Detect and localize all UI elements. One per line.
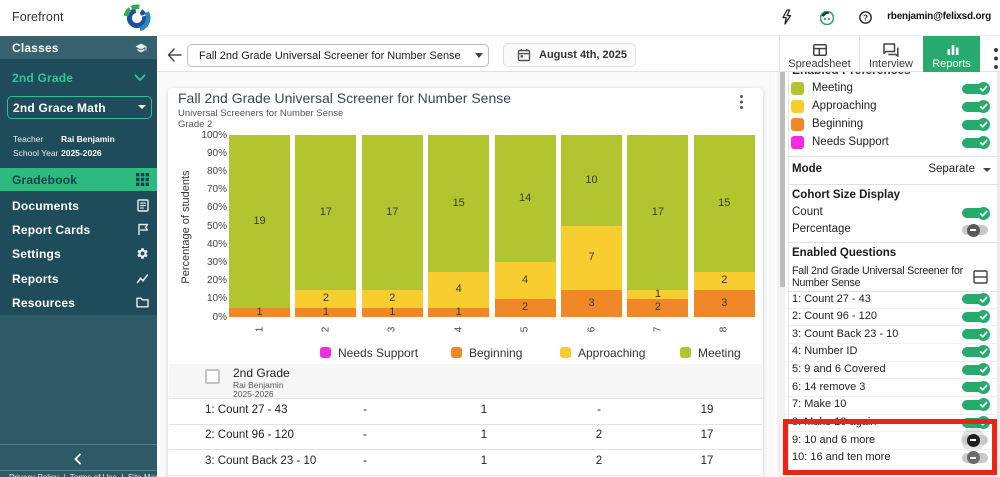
- svg-text:?: ?: [862, 13, 867, 23]
